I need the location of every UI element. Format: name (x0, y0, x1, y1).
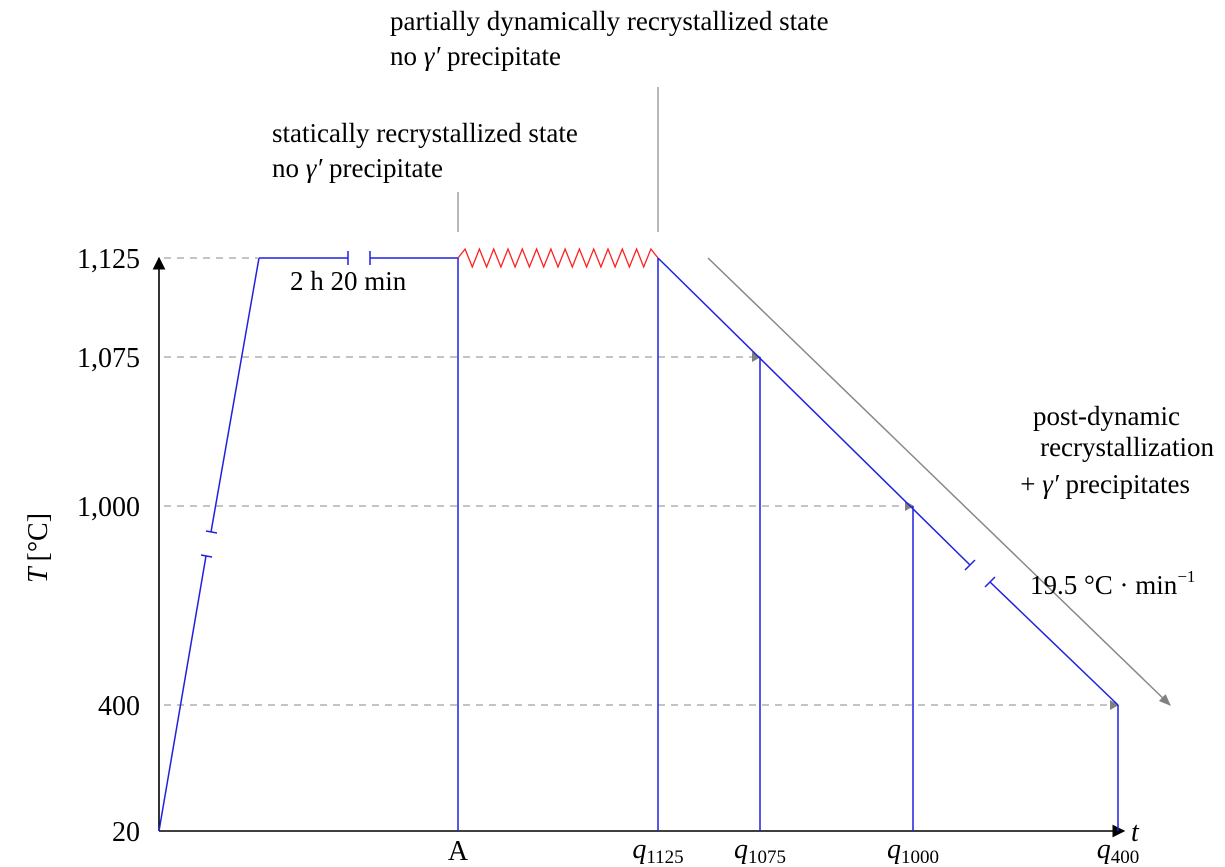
partial-annotation-line2: no γ′ precipitate (390, 41, 561, 71)
partial-recrystallization-annotation: partially dynamically recrystallized sta… (390, 6, 829, 71)
hold-time-label: 2 h 20 min (290, 266, 407, 296)
cooling-break-tick-2 (984, 576, 996, 588)
x-tick-q1125: q1125 (632, 834, 683, 867)
static-recrystallization-annotation: statically recrystallized state no γ′ pr… (272, 118, 578, 183)
x-tick-labels: A q1125 q1075 q1000 q400 (448, 834, 1139, 867)
y-axis-label: T[°C] (23, 513, 54, 583)
heating-ramp-lower (158, 555, 207, 832)
temperature-guides (164, 257, 1110, 706)
partial-annotation-line1: partially dynamically recrystallized sta… (390, 6, 829, 36)
heating-break-tick-2 (205, 530, 218, 534)
guide-arrowhead-1075 (752, 352, 761, 362)
axes (152, 256, 1126, 838)
deformation-zigzag (457, 247, 659, 269)
cooling-rate-arrow (707, 257, 1171, 706)
cooling-rate-label: 19.5 °C · min−1 (1030, 567, 1195, 600)
x-tick-A: A (448, 836, 469, 867)
y-tick-labels: 1,125 1,075 1,000 400 20 (77, 244, 140, 848)
static-annotation-line2: no γ′ precipitate (272, 153, 443, 183)
guide-arrowhead-400 (1110, 700, 1119, 710)
post-dynamic-annotation: post-dynamic recrystallization + γ′ prec… (1020, 401, 1214, 499)
cooling-segment-2 (989, 581, 1119, 706)
x-axis-label: t (1131, 817, 1140, 848)
y-tick-400: 400 (98, 691, 140, 722)
y-tick-1000: 1,000 (77, 492, 140, 523)
heating-break-tick-1 (200, 554, 213, 558)
static-annotation-line1: statically recrystallized state (272, 118, 578, 148)
post-annotation-line2: recrystallization (1040, 432, 1214, 462)
thermal-path (158, 251, 1119, 832)
x-tick-q1000: q1000 (887, 834, 939, 867)
x-tick-q400: q400 (1097, 834, 1140, 867)
post-annotation-line3: + γ′ precipitates (1020, 469, 1190, 499)
y-tick-1125: 1,125 (77, 244, 140, 275)
post-annotation-line1: post-dynamic (1033, 401, 1180, 431)
y-tick-20: 20 (112, 817, 140, 848)
x-tick-q1075: q1075 (734, 834, 786, 867)
cooling-break-tick-1 (964, 559, 976, 571)
cooling-segment-1 (657, 257, 971, 566)
heating-ramp-upper (210, 257, 260, 533)
y-tick-1075: 1,075 (77, 343, 140, 374)
